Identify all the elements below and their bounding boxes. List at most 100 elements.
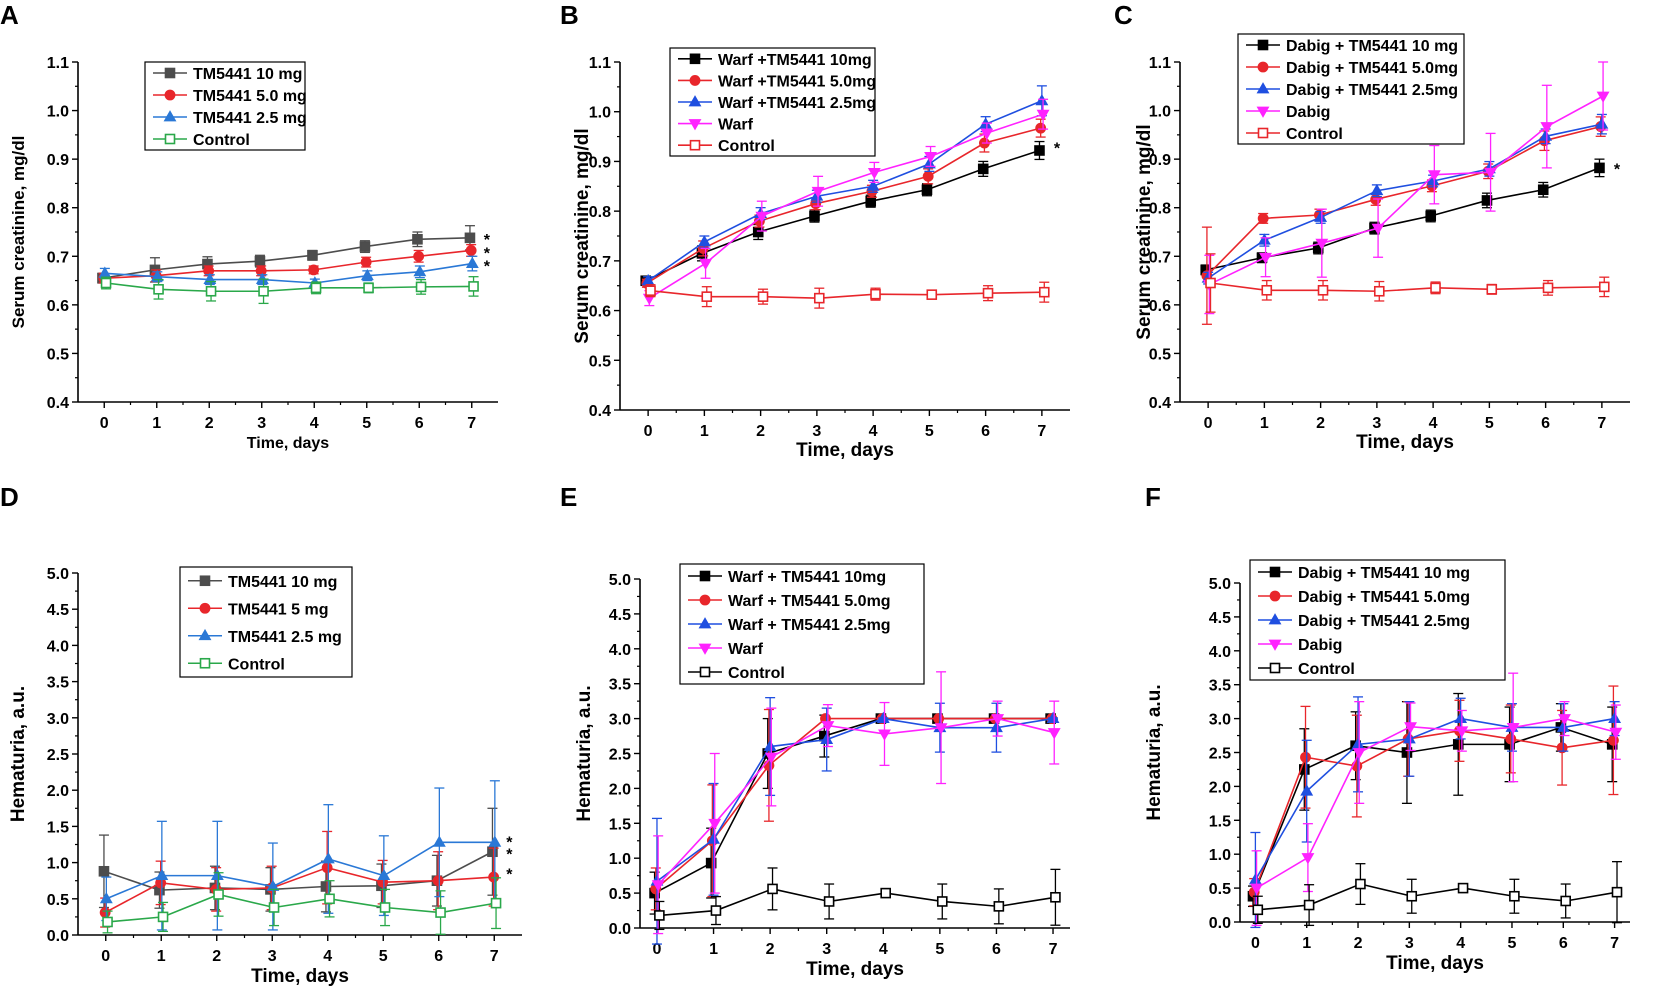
x-tick-label: 7 — [1049, 941, 1058, 958]
y-tick-label: 4.0 — [47, 638, 69, 655]
legend-entry: Warf +TM5441 2.5mg — [718, 95, 876, 112]
x-tick-label: 7 — [1037, 423, 1046, 440]
y-tick-label: 0.6 — [47, 298, 69, 315]
y-tick-label: 3.0 — [47, 711, 69, 728]
x-tick-label: 4 — [1456, 935, 1465, 952]
legend-marker — [699, 666, 711, 678]
legend-entry: Dabig + TM5441 5.0mg — [1298, 589, 1470, 606]
legend-marker — [199, 575, 211, 587]
data-point — [1303, 899, 1315, 911]
data-point — [1050, 891, 1061, 903]
y-axis-label: Serum creatinine, mg/dl — [1134, 124, 1155, 339]
data-point — [876, 711, 890, 724]
data-point — [1034, 145, 1045, 156]
data-point — [990, 720, 1003, 733]
x-tick-label: 6 — [434, 948, 443, 965]
x-tick-label: 7 — [467, 415, 476, 432]
y-tick-label: 1.0 — [47, 856, 69, 873]
data-point — [1404, 722, 1417, 734]
x-axis-label: Time, days — [1356, 432, 1454, 453]
y-tick-label: 0.7 — [47, 249, 69, 266]
y-tick-label: 4.5 — [1209, 610, 1231, 627]
data-point — [697, 235, 711, 247]
significance-annotation: * — [1054, 141, 1061, 158]
x-tick-label: 7 — [1597, 415, 1606, 432]
panel-label: D — [0, 482, 19, 512]
data-point — [1314, 210, 1328, 222]
data-point — [1540, 122, 1554, 134]
data-point — [924, 152, 938, 164]
data-point — [1300, 784, 1314, 796]
data-point — [934, 723, 948, 735]
y-tick-label: 0.5 — [589, 353, 611, 370]
x-tick-label: 5 — [935, 941, 944, 958]
series-control — [1252, 861, 1623, 927]
data-point — [488, 835, 502, 847]
y-tick-label: 0.5 — [1149, 346, 1171, 363]
panel-label: A — [0, 0, 19, 30]
y-tick-label: 3.5 — [47, 675, 69, 692]
panel-c: C 0.4 0.5 0.6 0.7 0.8 0.9 1.0 1.1 0 1 2 3 4 5 6 7 Time, d… — [1114, 0, 1630, 453]
series-dabig-tm5441-2-5mg — [1248, 696, 1622, 929]
legend-entry: TM5441 2.5 mg — [228, 629, 342, 646]
x-tick-label: 6 — [1559, 935, 1568, 952]
data-point — [465, 245, 477, 256]
data-point — [1370, 183, 1384, 196]
x-tick-label: 5 — [925, 423, 934, 440]
series-line — [1208, 95, 1604, 286]
y-axis-label: Hematuria, a.u. — [574, 685, 595, 821]
data-point — [1556, 720, 1570, 732]
legend: Warf + TM5441 10mg Warf + TM5441 5.0mg War… — [679, 563, 925, 685]
series-line — [1207, 123, 1603, 279]
x-tick-label: 0 — [1251, 935, 1260, 952]
series-line — [648, 113, 1044, 299]
y-tick-label: 4.5 — [47, 602, 69, 619]
y-tick-label: 2.0 — [47, 783, 69, 800]
panel-d: D 0.0 0.5 1.0 1.5 2.0 2.5 3.0 3.5 4.0 4.5 5.0 0 1 2 3 4 5… — [0, 482, 522, 987]
y-tick-label: 0.0 — [609, 921, 631, 938]
data-point — [708, 818, 722, 831]
series-control — [654, 867, 1061, 931]
panel-label: C — [1114, 0, 1133, 30]
x-tick-label: 1 — [709, 941, 718, 958]
series-line — [650, 289, 1045, 299]
legend-marker — [1269, 566, 1281, 578]
y-tick-label: 0.9 — [589, 154, 611, 171]
data-point — [651, 880, 665, 892]
legend-entry: Dabig + TM5441 2.5mg — [1286, 82, 1458, 99]
legend-marker — [164, 133, 176, 145]
legend-entry: Dabig + TM5441 5.0mg — [1286, 60, 1458, 77]
y-tick-label: 0.5 — [1209, 881, 1231, 898]
data-point — [921, 184, 933, 196]
data-point — [363, 282, 374, 294]
data-point — [1257, 212, 1269, 224]
y-tick-label: 0.4 — [589, 403, 611, 420]
panels: A 0.4 0.5 0.6 0.7 0.8 0.9 1.0 1.1 0 1 2 3 4 5 6 7 Time, d… — [0, 0, 1630, 987]
data-point — [767, 883, 778, 895]
y-tick-label: 0.8 — [589, 204, 611, 221]
data-point — [1430, 282, 1441, 294]
data-point — [982, 287, 994, 299]
data-point — [1455, 726, 1469, 738]
data-point — [1205, 277, 1216, 289]
legend-marker — [689, 74, 701, 86]
legend-entry: Dabig + TM5441 10 mg — [1298, 565, 1470, 582]
data-point — [100, 277, 112, 289]
legend-marker — [688, 95, 702, 107]
legend-entry: Control — [1298, 661, 1355, 678]
series-line — [104, 262, 473, 284]
y-tick-label: 4.5 — [609, 607, 631, 624]
series-line — [103, 249, 472, 279]
series-warf — [642, 98, 1050, 307]
y-tick-label: 1.0 — [47, 104, 69, 121]
series-line — [657, 717, 1055, 886]
y-tick-label: 1.1 — [589, 55, 611, 72]
data-point — [1457, 882, 1469, 894]
y-tick-label: 1.5 — [47, 819, 69, 836]
y-tick-label: 0.6 — [1149, 298, 1171, 315]
series-line — [647, 100, 1043, 282]
data-point — [1047, 728, 1061, 740]
data-point — [757, 291, 769, 302]
x-tick-label: 4 — [879, 941, 888, 958]
legend-entry: Warf + TM5441 10mg — [728, 569, 886, 586]
